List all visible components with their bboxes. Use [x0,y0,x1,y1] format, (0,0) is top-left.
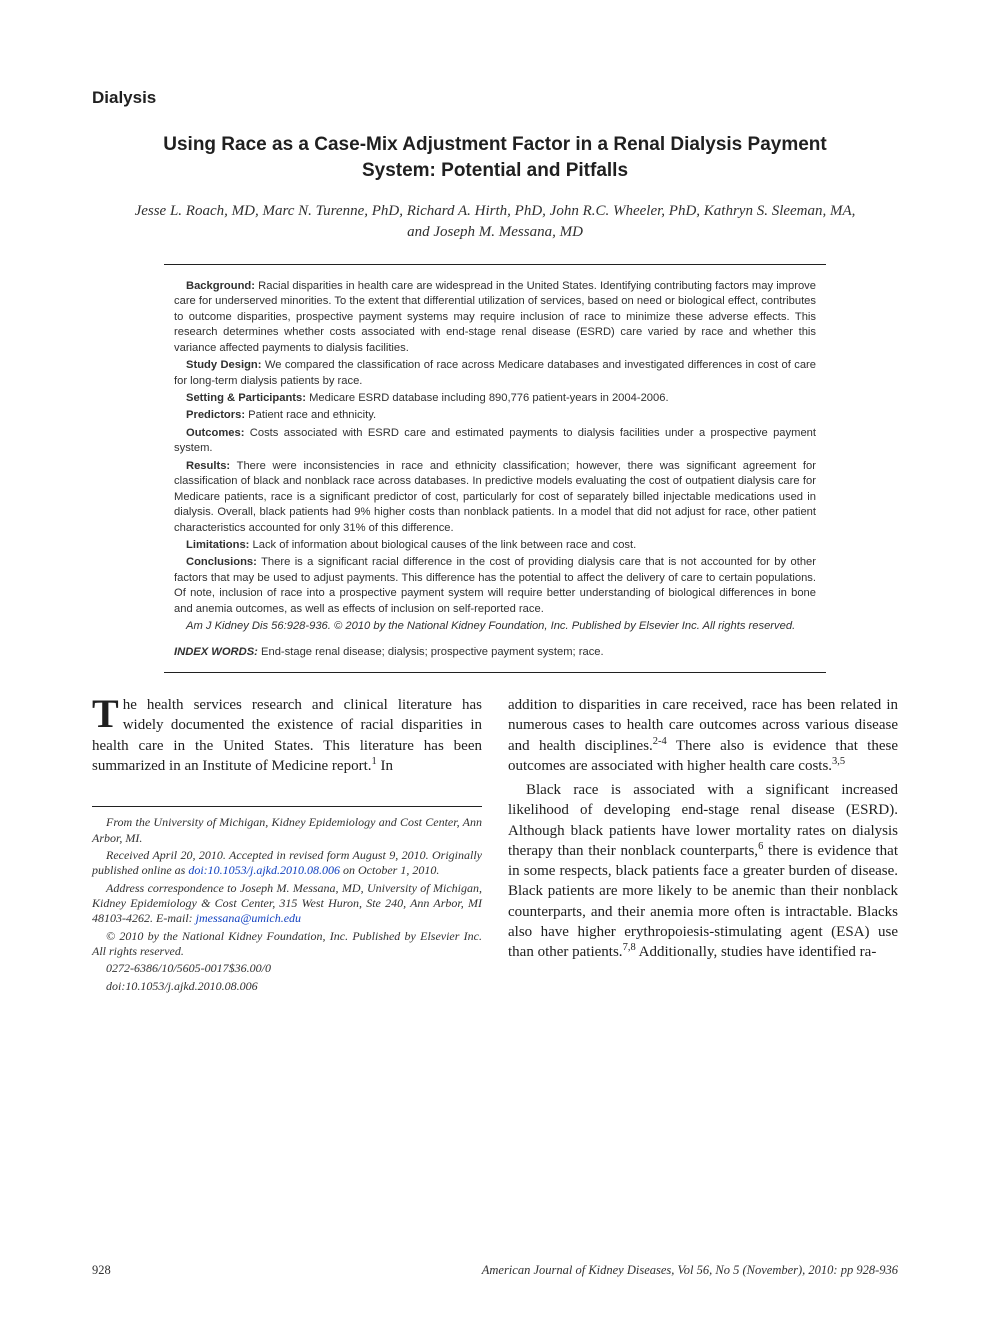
footnotes: From the University of Michigan, Kidney … [92,815,482,994]
abstract-text: We compared the classification of race a… [174,359,816,386]
dropcap: T [92,695,123,731]
abstract-conclusions: Conclusions: There is a significant raci… [174,555,816,617]
abstract-text: Costs associated with ESRD care and esti… [174,427,816,454]
citation-sup: 2-4 [653,736,667,747]
footnote-copyright: © 2010 by the National Kidney Foundation… [92,929,482,960]
footnote-affiliation: From the University of Michigan, Kidney … [92,815,482,846]
index-words-label: INDEX WORDS: [174,646,258,658]
abstract-results: Results: There were inconsistencies in r… [174,459,816,536]
footnote-issn: 0272-6386/10/5605-0017$36.00/0 [92,961,482,976]
footnote-rule [92,806,482,807]
page-number: 928 [92,1263,111,1278]
abstract-text: Racial disparities in health care are wi… [174,280,816,354]
body-paragraph: The health services research and clinica… [92,695,482,776]
abstract-setting: Setting & Participants: Medicare ESRD da… [174,391,816,406]
rule-top [164,264,826,265]
body-paragraph: Black race is associated with a signific… [508,780,898,962]
abstract-text: There is a significant racial difference… [174,556,816,614]
rule-bottom [164,672,826,673]
abstract-background: Background: Racial disparities in health… [174,279,816,356]
page-footer: 928 American Journal of Kidney Diseases,… [92,1263,898,1278]
footnote-doi: doi:10.1053/j.ajkd.2010.08.006 [92,979,482,994]
body-text: In [377,758,393,774]
abstract-label: Setting & Participants: [186,392,306,404]
index-words: INDEX WORDS: End-stage renal disease; di… [174,645,816,660]
citation-sup: 7,8 [623,942,636,953]
article-title: Using Race as a Case-Mix Adjustment Fact… [142,132,848,183]
right-column: addition to disparities in care received… [508,695,898,996]
body-text: Additionally, studies have identified ra… [636,944,877,960]
body-text: he health services research and clinical… [92,697,482,774]
abstract: Background: Racial disparities in health… [174,279,816,635]
journal-source: American Journal of Kidney Diseases, Vol… [482,1263,898,1278]
abstract-label: Background: [186,280,255,292]
abstract-text: Patient race and ethnicity. [245,409,376,421]
body-columns: The health services research and clinica… [92,695,898,996]
footnote-correspondence: Address correspondence to Joseph M. Mess… [92,881,482,927]
abstract-citation: Am J Kidney Dis 56:928-936. © 2010 by th… [174,619,816,634]
abstract-text: There were inconsistencies in race and e… [174,460,816,534]
abstract-label: Study Design: [186,359,262,371]
index-words-text: End-stage renal disease; dialysis; prosp… [258,646,604,658]
page: Dialysis Using Race as a Case-Mix Adjust… [0,0,990,1046]
left-column: The health services research and clinica… [92,695,482,996]
abstract-outcomes: Outcomes: Costs associated with ESRD car… [174,426,816,457]
footnote-text: on October 1, 2010. [340,863,439,877]
abstract-label: Conclusions: [186,556,257,568]
body-paragraph: addition to disparities in care received… [508,695,898,776]
abstract-label: Limitations: [186,539,249,551]
abstract-label: Outcomes: [186,427,244,439]
authors: Jesse L. Roach, MD, Marc N. Turenne, PhD… [132,201,858,242]
abstract-limitations: Limitations: Lack of information about b… [174,538,816,553]
abstract-predictors: Predictors: Patient race and ethnicity. [174,408,816,423]
section-label: Dialysis [92,88,898,108]
citation-sup: 3,5 [832,756,845,767]
doi-link[interactable]: doi:10.1053/j.ajkd.2010.08.006 [188,863,340,877]
email-link[interactable]: jmessana@umich.edu [196,911,301,925]
abstract-label: Predictors: [186,409,245,421]
body-text: there is evidence that in some respects,… [508,843,898,960]
abstract-label: Results: [186,460,230,472]
abstract-text: Medicare ESRD database including 890,776… [306,392,669,404]
abstract-text: Lack of information about biological cau… [249,539,636,551]
footnote-received: Received April 20, 2010. Accepted in rev… [92,848,482,879]
abstract-study-design: Study Design: We compared the classifica… [174,358,816,389]
